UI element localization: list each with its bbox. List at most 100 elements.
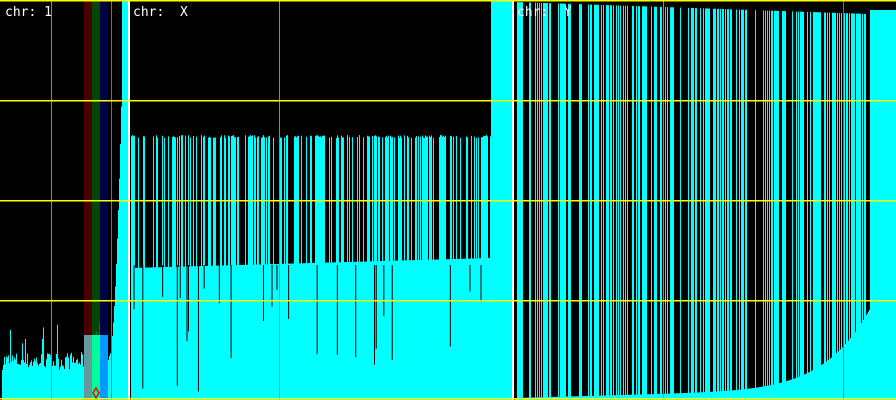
coverage-bar: [847, 341, 848, 400]
coverage-bar: [435, 259, 436, 400]
coverage-bar: [320, 262, 321, 400]
coverage-bar: [770, 385, 771, 400]
coverage-bar: [846, 342, 847, 400]
coverage-bar: [807, 373, 808, 400]
coverage-bar: [164, 267, 165, 400]
coverage-bar: [796, 377, 797, 400]
coverage-bar: [8, 355, 9, 400]
coverage-bar: [28, 367, 29, 400]
coverage-bar: [830, 358, 831, 400]
coverage-bar: [148, 267, 149, 400]
coverage-bar: [412, 260, 413, 400]
coverage-bar: [759, 387, 760, 400]
coverage-bar: [38, 365, 39, 400]
coverage-bar: [323, 262, 324, 400]
coverage-bar: [271, 264, 272, 400]
coverage-bar: [632, 5, 633, 400]
coverage-bar: [717, 391, 718, 400]
coverage-bar: [819, 12, 820, 400]
coverage-bar: [690, 392, 691, 400]
coverage-bar: [696, 392, 697, 400]
coverage-bar: [43, 327, 44, 400]
coverage-bar: [425, 259, 426, 400]
coverage-bar: [630, 394, 631, 400]
coverage-bar: [424, 259, 425, 400]
coverage-bar: [750, 388, 751, 400]
coverage-bar: [31, 360, 32, 400]
coverage-bar: [402, 260, 403, 400]
coverage-bar: [154, 267, 155, 400]
coverage-bar: [459, 258, 460, 400]
coverage-bar: [857, 13, 858, 400]
coverage-bar: [270, 264, 271, 400]
coverage-bar: [132, 267, 133, 400]
coverage-bar: [302, 263, 303, 400]
coverage-bar: [602, 395, 603, 400]
coverage-bar: [829, 359, 830, 400]
coverage-bar: [294, 263, 295, 400]
coverage-bar: [366, 261, 367, 400]
coverage-bar: [25, 339, 26, 400]
coverage-bar: [866, 315, 867, 400]
coverage-bar: [345, 262, 346, 400]
coverage-bar: [787, 380, 788, 400]
coverage-bar: [208, 265, 209, 400]
coverage-bar: [598, 395, 599, 400]
coverage-bar: [37, 362, 38, 400]
coverage-bar: [286, 263, 287, 400]
coverage-bar: [70, 354, 71, 400]
coverage-bar: [837, 12, 838, 400]
coverage-bar: [483, 258, 484, 400]
coverage-bar: [132, 135, 133, 400]
coverage-bar: [832, 12, 833, 400]
coverage-bar: [628, 394, 629, 400]
coverage-bar: [657, 393, 658, 400]
coverage-bar: [851, 337, 852, 400]
coverage-bar: [269, 264, 270, 400]
coverage-bar: [156, 267, 157, 400]
coverage-dropout: [355, 265, 357, 358]
coverage-bar: [22, 343, 23, 400]
coverage-bar: [353, 261, 354, 400]
coverage-bar: [595, 4, 596, 400]
coverage-bar: [637, 394, 638, 400]
coverage-bar: [214, 265, 215, 400]
coverage-bar: [454, 259, 455, 400]
coverage-bar: [688, 7, 689, 400]
coverage-bar: [636, 6, 637, 400]
coverage-bar: [862, 13, 863, 400]
coverage-bar: [706, 8, 707, 400]
coverage-bar: [390, 260, 391, 400]
coverage-bar: [649, 394, 650, 400]
coverage-bar: [646, 6, 647, 400]
coverage-bar: [699, 392, 700, 400]
coverage-bar: [193, 266, 194, 400]
coverage-bar: [292, 263, 293, 400]
coverage-bar: [821, 365, 822, 400]
coverage-bar: [267, 264, 268, 400]
coverage-bar: [175, 266, 176, 400]
coverage-bar: [15, 359, 16, 400]
coverage-bar: [777, 383, 778, 400]
coverage-bar: [621, 395, 622, 400]
coverage-bar: [781, 382, 782, 400]
coverage-bar: [727, 390, 728, 400]
coverage-bar: [113, 322, 114, 400]
coverage-bar: [603, 4, 604, 400]
coverage-bar: [301, 263, 302, 400]
red-diamond-marker-icon[interactable]: [92, 386, 100, 400]
coverage-bar: [456, 258, 457, 400]
coverage-bar: [586, 395, 587, 400]
coverage-bar: [611, 5, 612, 400]
coverage-bar: [604, 395, 605, 400]
coverage-dropout: [197, 265, 199, 392]
coverage-bar: [295, 263, 296, 400]
coverage-bar: [671, 393, 672, 400]
coverage-bar: [452, 259, 453, 400]
coverage-bar: [782, 382, 783, 400]
coverage-bar: [327, 262, 328, 400]
coverage-bar: [848, 340, 849, 400]
coverage-bar: [625, 394, 626, 400]
